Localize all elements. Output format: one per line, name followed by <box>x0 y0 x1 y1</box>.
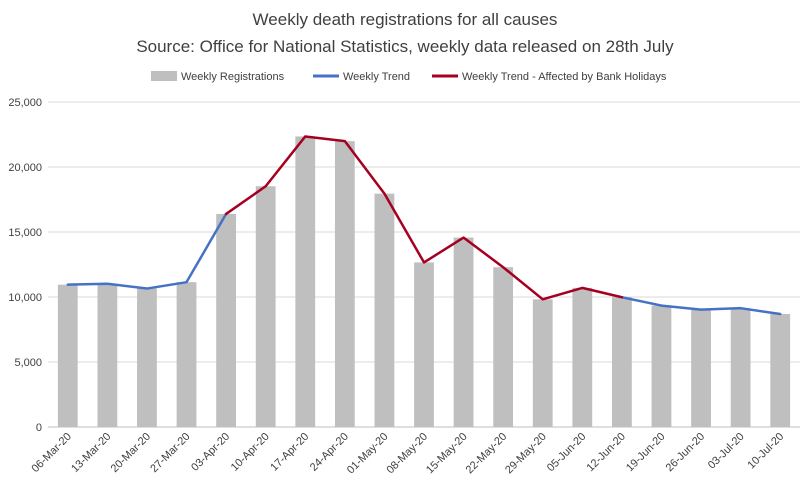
bar <box>97 283 118 427</box>
y-tick-label: 20,000 <box>8 162 42 174</box>
bar <box>334 141 355 427</box>
bar <box>453 237 474 427</box>
bar <box>651 305 672 427</box>
x-axis-ticks: 06-Mar-2013-Mar-2020-Mar-2027-Mar-2003-A… <box>30 431 787 477</box>
legend-label: Weekly Trend <box>343 71 410 83</box>
legend-label: Weekly Registrations <box>181 71 285 83</box>
series-line <box>620 296 782 316</box>
bar <box>691 309 711 427</box>
bar <box>216 213 236 427</box>
bar <box>295 136 316 427</box>
x-tick-label: 13-Mar-20 <box>69 431 113 475</box>
bar <box>57 284 78 427</box>
x-tick-label: 15-May-20 <box>424 431 470 477</box>
x-tick-label: 20-Mar-20 <box>109 431 153 475</box>
x-tick-label: 01-May-20 <box>345 431 391 477</box>
legend-label: Weekly Trend - Affected by Bank Holidays <box>462 71 667 83</box>
bar <box>493 267 514 427</box>
y-tick-label: 5,000 <box>14 357 42 369</box>
x-tick-label: 05-Jun-20 <box>545 431 589 475</box>
y-tick-label: 15,000 <box>8 227 42 239</box>
x-tick-label: 26-Jun-20 <box>664 431 708 475</box>
bar <box>374 193 395 427</box>
bar <box>612 297 632 427</box>
bar <box>414 262 434 427</box>
x-tick-label: 19-Jun-20 <box>624 431 668 475</box>
bar <box>137 288 157 427</box>
x-tick-label: 29-May-20 <box>503 431 549 477</box>
legend-swatch <box>151 71 177 81</box>
series-line <box>224 135 624 301</box>
x-tick-label: 03-Apr-20 <box>189 431 232 474</box>
x-tick-label: 22-May-20 <box>464 431 510 477</box>
x-tick-label: 10-Apr-20 <box>229 431 272 474</box>
bar <box>730 308 751 427</box>
bar <box>255 186 276 427</box>
y-tick-label: 25,000 <box>8 97 42 109</box>
x-tick-label: 27-Mar-20 <box>148 431 192 475</box>
bar <box>572 287 593 427</box>
bar <box>770 314 791 427</box>
series-line <box>66 212 228 290</box>
bar <box>532 299 553 427</box>
chart-title: Weekly death registrations for all cause… <box>253 10 558 29</box>
y-tick-label: 0 <box>36 422 42 434</box>
y-tick-label: 10,000 <box>8 292 42 304</box>
x-tick-label: 17-Apr-20 <box>268 431 311 474</box>
x-tick-label: 10-Jul-20 <box>745 431 786 472</box>
x-tick-label: 03-Jul-20 <box>706 431 747 472</box>
line-series <box>66 135 782 316</box>
chart-subtitle: Source: Office for National Statistics, … <box>136 37 674 56</box>
x-tick-label: 06-Mar-20 <box>30 431 74 475</box>
x-tick-label: 08-May-20 <box>384 431 430 477</box>
bar-series <box>57 136 791 427</box>
y-axis-ticks: 0 5,000 10,000 15,000 20,000 25,000 <box>8 97 42 434</box>
x-tick-label: 12-Jun-20 <box>584 431 628 475</box>
bar <box>176 282 197 427</box>
legend: Weekly Registrations Weekly Trend Weekly T… <box>151 71 667 83</box>
